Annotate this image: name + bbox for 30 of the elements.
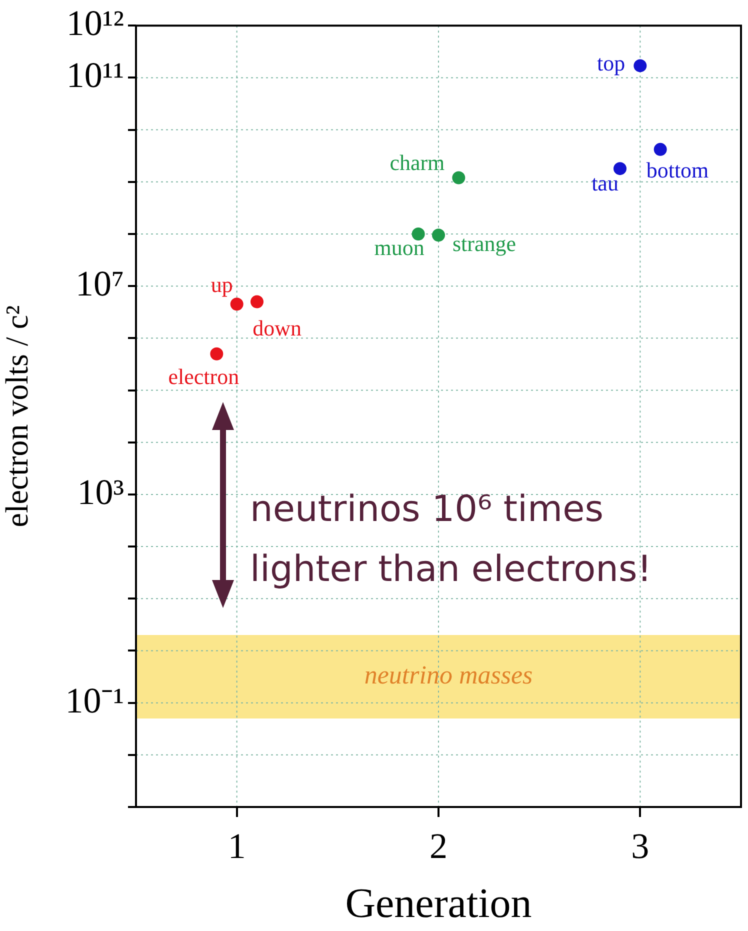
annotation: tau: [592, 170, 618, 196]
point: [634, 59, 647, 72]
x-tick-label: 2: [430, 826, 448, 866]
y-tick-label: 10¹²: [66, 3, 124, 44]
annotation: neutrinos 10⁶ times lighter than electrons!: [250, 488, 652, 592]
annotation: strange: [452, 231, 516, 256]
annotation: muon: [374, 234, 424, 260]
point: [432, 228, 445, 242]
x-tick-label: 3: [631, 826, 650, 866]
y-tick-label: 10¹¹: [66, 55, 124, 96]
y-axis-title: electron volts / c²: [0, 305, 35, 528]
y-tick-label: 10³: [77, 472, 124, 512]
annotation: charm: [390, 150, 445, 175]
point: [654, 142, 667, 156]
annotation: electron: [168, 364, 240, 389]
point: [452, 171, 466, 184]
point: [230, 298, 244, 311]
annotation: up: [210, 272, 233, 298]
y-tick-label: 10⁷: [75, 264, 124, 304]
annotation: down: [252, 316, 302, 341]
x-tick-label: 1: [228, 826, 246, 866]
band-label: neutrino masses: [364, 660, 533, 690]
annotation: bottom: [646, 157, 709, 182]
y-tick-label: 10⁻¹: [65, 680, 124, 720]
annotation: top: [597, 50, 626, 76]
point: [614, 162, 626, 176]
x-axis-title: Generation: [345, 880, 532, 927]
point: [250, 295, 264, 308]
point: [412, 227, 425, 240]
point: [210, 347, 224, 360]
